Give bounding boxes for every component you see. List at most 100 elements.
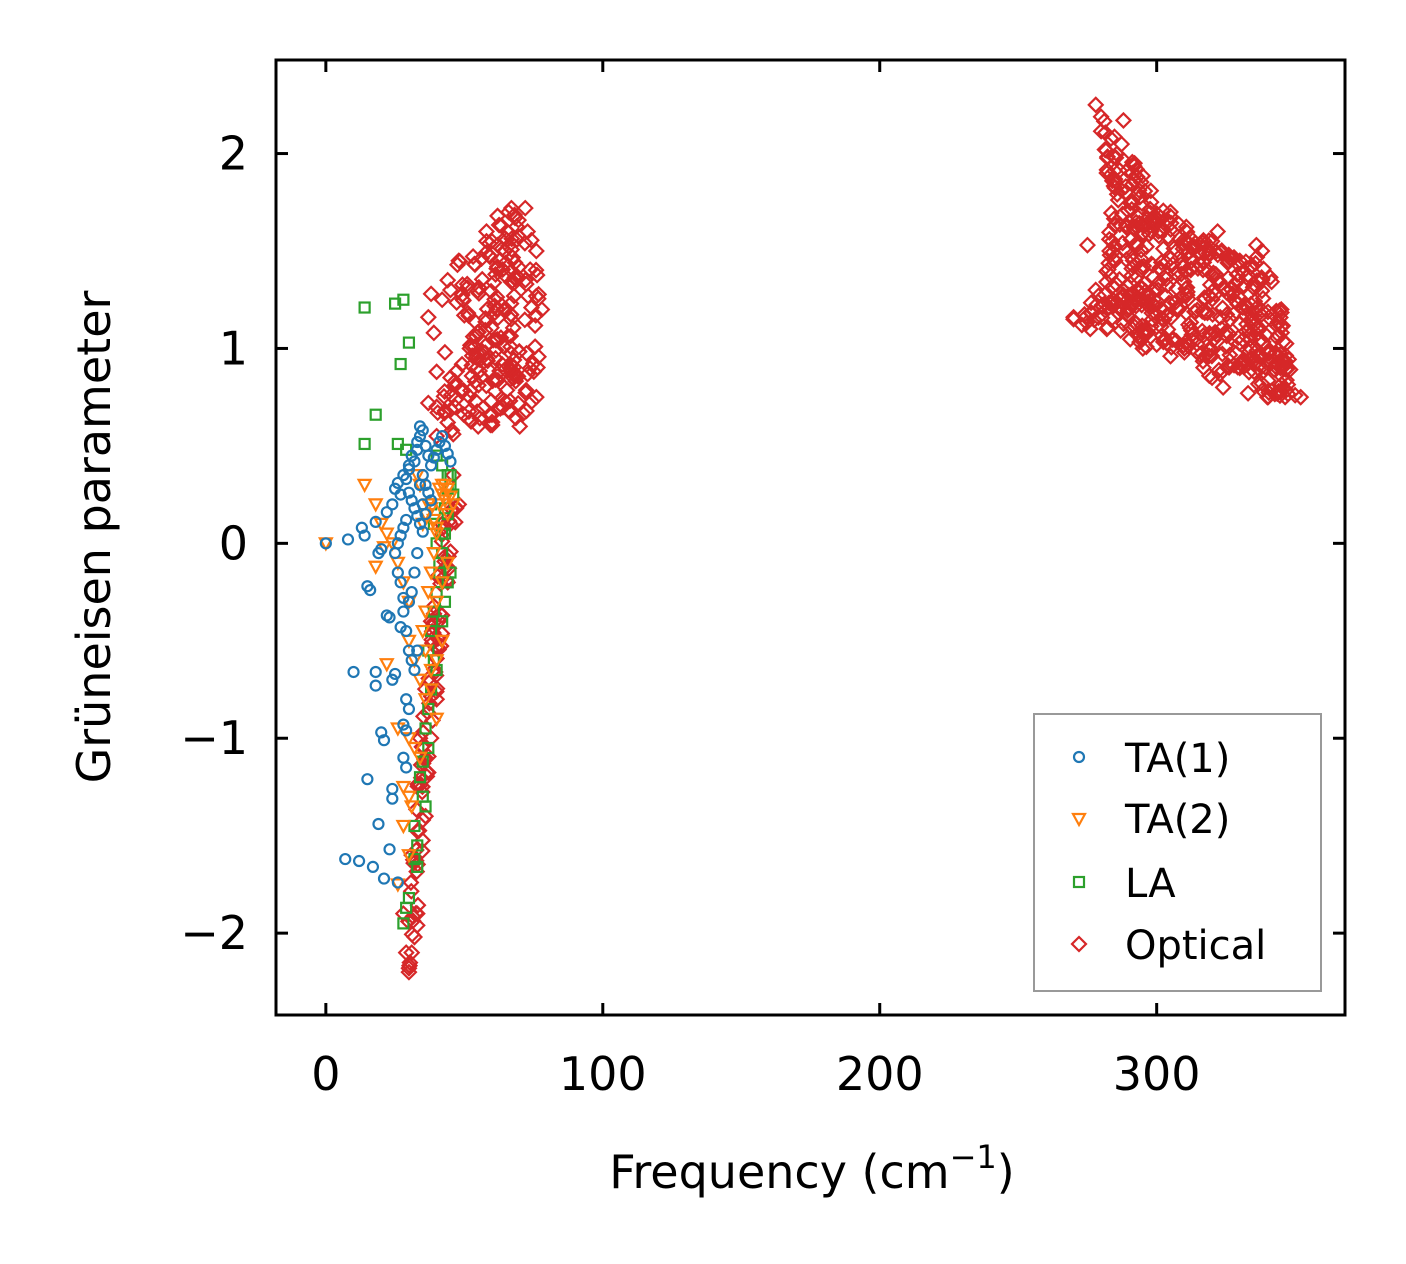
ta1-point bbox=[394, 529, 407, 542]
optical-point bbox=[414, 723, 432, 741]
optical-point bbox=[414, 811, 432, 829]
optical-point bbox=[483, 416, 501, 434]
optical-point bbox=[519, 223, 537, 241]
optical-point bbox=[460, 402, 478, 421]
ta2-point bbox=[420, 585, 437, 601]
optical-point bbox=[1103, 232, 1121, 250]
optical-point bbox=[514, 405, 532, 423]
optical-point bbox=[1103, 172, 1121, 190]
optical-point bbox=[1134, 339, 1152, 358]
optical-point bbox=[486, 290, 504, 308]
optical-point bbox=[502, 306, 520, 324]
optical-point bbox=[1194, 301, 1213, 319]
optical-point bbox=[1096, 141, 1114, 159]
ta2-point bbox=[439, 508, 456, 523]
ta1-point bbox=[441, 447, 454, 460]
optical-point bbox=[1254, 289, 1272, 307]
optical-point bbox=[1154, 240, 1172, 258]
optical-point bbox=[495, 391, 513, 409]
ta2-point bbox=[401, 732, 417, 747]
x-axis-title: Frequency (cm−1) bbox=[609, 1138, 1014, 1199]
optical-point bbox=[476, 344, 494, 362]
optical-point bbox=[1178, 286, 1196, 304]
optical-point bbox=[1214, 299, 1232, 317]
optical-point bbox=[528, 266, 546, 284]
optical-point bbox=[428, 690, 446, 708]
ta2-point bbox=[428, 527, 445, 542]
optical-point bbox=[1217, 338, 1235, 356]
optical-point bbox=[1200, 367, 1218, 385]
ta1-point bbox=[394, 488, 407, 501]
ta1-point bbox=[397, 605, 410, 618]
optical-point bbox=[1098, 320, 1116, 338]
optical-point bbox=[1100, 223, 1119, 241]
optical-point bbox=[1177, 304, 1195, 322]
ta1-point bbox=[427, 451, 440, 464]
optical-point bbox=[1105, 292, 1123, 310]
optical-point bbox=[519, 365, 537, 383]
optical-point bbox=[1217, 322, 1235, 341]
optical-point bbox=[1119, 291, 1137, 309]
la-point bbox=[413, 771, 427, 784]
ta1-point bbox=[383, 843, 396, 856]
optical-point bbox=[444, 425, 462, 443]
optical-point bbox=[1156, 286, 1174, 304]
la-point bbox=[411, 839, 424, 852]
optical-point bbox=[1170, 215, 1188, 233]
ta2-point bbox=[395, 780, 412, 796]
optical-point bbox=[1132, 173, 1150, 191]
optical-point bbox=[471, 409, 489, 427]
optical-point bbox=[489, 371, 507, 389]
optical-point bbox=[503, 241, 521, 259]
ta2-point bbox=[445, 498, 462, 513]
optical-point bbox=[402, 882, 420, 900]
ta2-point bbox=[423, 663, 439, 679]
optical-point bbox=[1204, 305, 1222, 324]
legend-entry-optical: Optical bbox=[1070, 923, 1266, 969]
legend-label-ta1: TA(1) bbox=[1124, 736, 1230, 782]
la-point bbox=[358, 301, 371, 314]
ta1-point bbox=[341, 533, 355, 546]
legend-label-ta2: TA(2) bbox=[1124, 797, 1230, 843]
optical-point bbox=[1245, 363, 1263, 381]
optical-point bbox=[416, 807, 435, 825]
optical-point bbox=[1195, 291, 1213, 309]
optical-point bbox=[462, 412, 480, 431]
legend: TA(1) TA(2) LA Optical bbox=[1033, 713, 1322, 992]
optical-point bbox=[1265, 360, 1283, 379]
optical-point bbox=[527, 261, 545, 279]
optical-point bbox=[1107, 275, 1126, 293]
ta1-point bbox=[400, 761, 413, 774]
optical-point bbox=[1213, 345, 1231, 363]
optical-point bbox=[1261, 355, 1279, 373]
optical-point bbox=[1155, 268, 1173, 286]
optical-point bbox=[1125, 154, 1144, 172]
optical-point bbox=[1228, 266, 1246, 284]
optical-point bbox=[1177, 333, 1195, 351]
optical-point bbox=[1136, 282, 1155, 300]
y-tick-label: −2 bbox=[180, 906, 248, 960]
optical-point bbox=[470, 284, 488, 302]
ta2-point bbox=[401, 790, 417, 806]
ta2-point bbox=[423, 683, 439, 698]
optical-point bbox=[413, 842, 431, 860]
optical-point bbox=[1177, 218, 1195, 236]
optical-point bbox=[1231, 252, 1249, 270]
ta1-point bbox=[438, 439, 452, 452]
optical-point bbox=[1166, 294, 1184, 312]
optical-point bbox=[1123, 200, 1141, 218]
optical-point bbox=[1106, 252, 1124, 270]
optical-point bbox=[477, 313, 495, 331]
legend-entry-ta2: TA(2) bbox=[1071, 797, 1230, 843]
ta2-point bbox=[406, 741, 423, 757]
optical-point bbox=[1194, 326, 1213, 345]
ta2-point bbox=[439, 482, 456, 498]
optical-point bbox=[1134, 167, 1152, 185]
optical-point bbox=[422, 285, 440, 303]
y-axis-title: Grüneisen parameter bbox=[67, 290, 121, 783]
optical-point bbox=[403, 944, 421, 962]
optical-point bbox=[394, 905, 412, 923]
x-tick-label: 0 bbox=[311, 1047, 340, 1101]
optical-point bbox=[494, 337, 513, 355]
